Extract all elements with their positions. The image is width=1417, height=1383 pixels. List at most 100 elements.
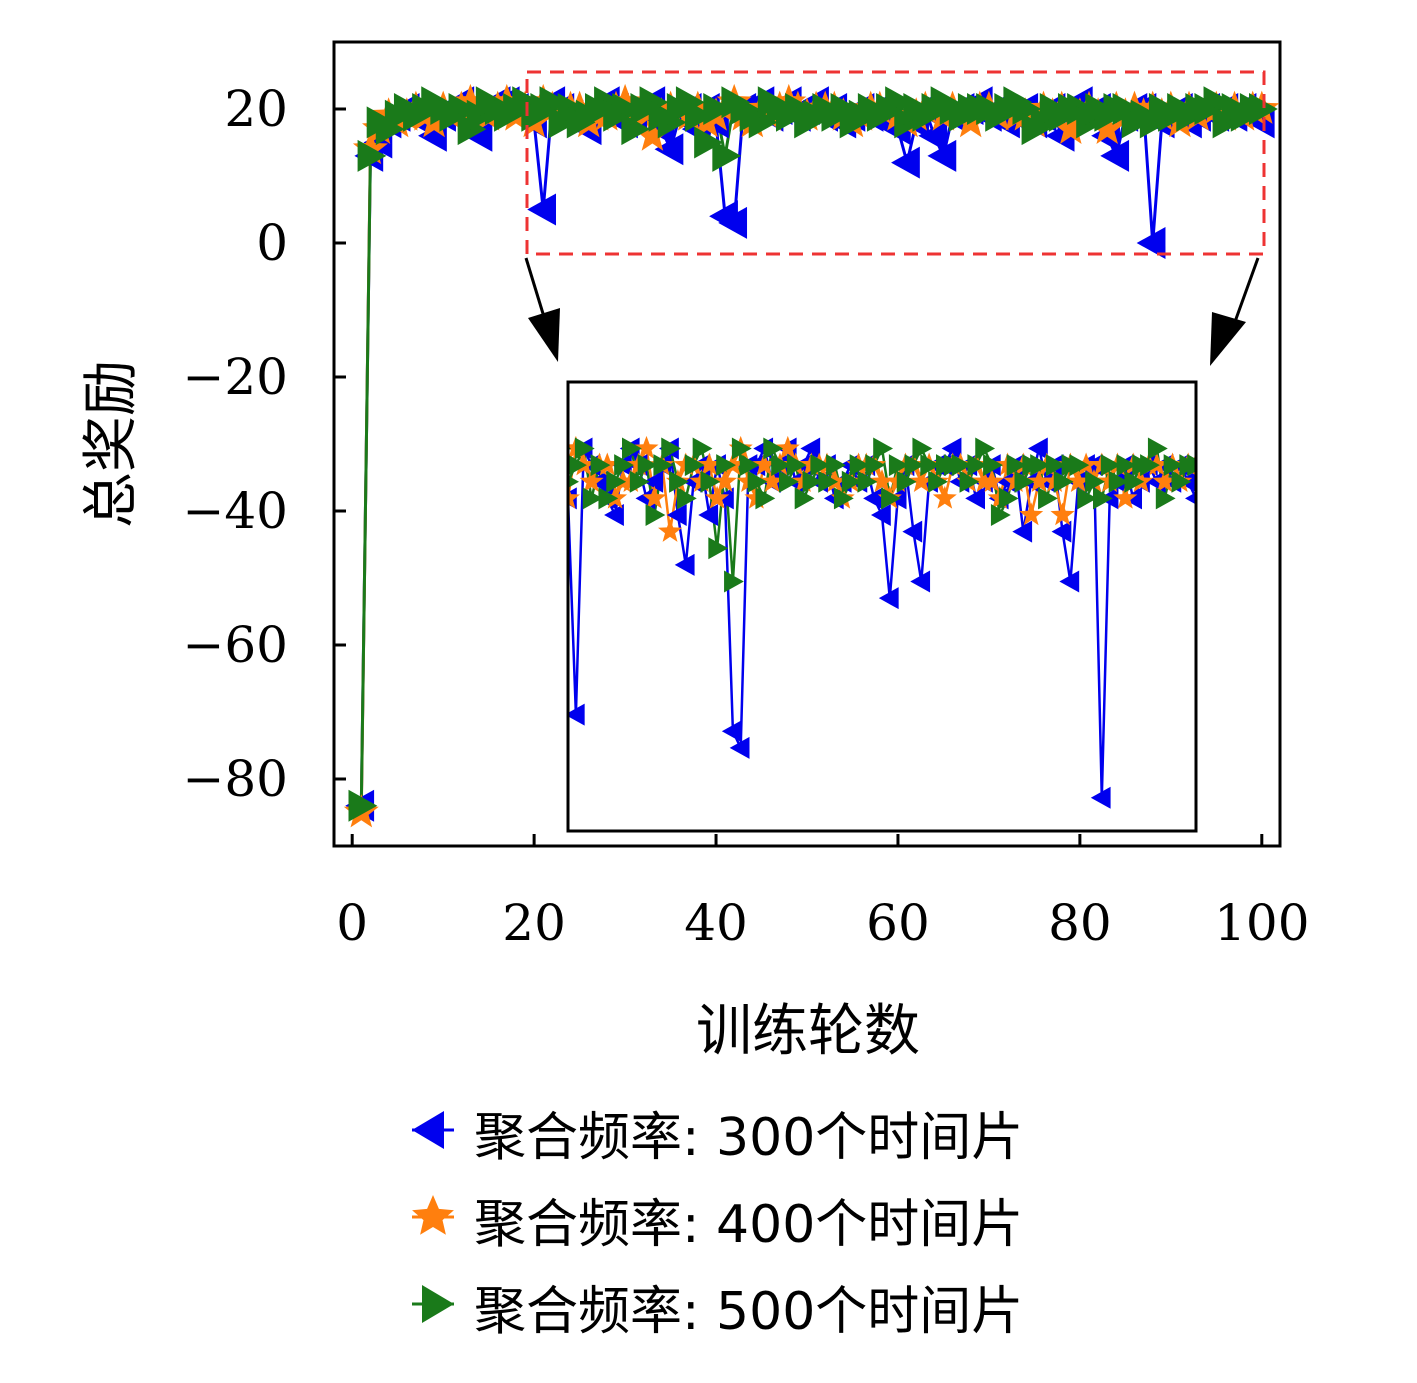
data-point bbox=[1100, 139, 1130, 172]
legend-label-500: 聚合频率: 500个时间片 bbox=[474, 1282, 1023, 1342]
inset-data-point bbox=[661, 437, 682, 460]
inset-data-point bbox=[568, 703, 585, 726]
inset-data-point bbox=[888, 454, 909, 477]
inset-data-point bbox=[645, 504, 666, 527]
inset-data-point bbox=[904, 454, 925, 477]
data-point bbox=[685, 99, 714, 132]
inset-data-point bbox=[775, 435, 800, 459]
data-point bbox=[1112, 93, 1142, 125]
inset-data-point bbox=[568, 470, 569, 493]
data-point bbox=[927, 139, 957, 172]
legend-label-300: 聚合频率: 300个时间片 bbox=[474, 1108, 1023, 1168]
inset-data-point bbox=[979, 469, 1004, 492]
data-point bbox=[448, 93, 478, 125]
inset-data-point bbox=[902, 520, 923, 543]
data-point bbox=[375, 113, 405, 146]
x-tick-label: 100 bbox=[1214, 894, 1309, 952]
inset-data-point bbox=[771, 454, 791, 477]
inset-data-point bbox=[928, 470, 948, 493]
inset-data-point bbox=[1163, 454, 1184, 477]
inset-data-point bbox=[967, 454, 988, 477]
inset-data-point bbox=[739, 454, 760, 477]
inset-data-point bbox=[697, 452, 722, 476]
data-point bbox=[748, 106, 778, 139]
data-point bbox=[703, 93, 733, 125]
inset-data-point bbox=[1100, 454, 1121, 477]
inset-data-point bbox=[642, 485, 667, 509]
inset-data-point bbox=[1019, 502, 1044, 526]
inset-data-point bbox=[674, 553, 695, 576]
data-point bbox=[891, 146, 920, 179]
data-point bbox=[1203, 86, 1233, 119]
y-axis-title: 总奖励 bbox=[79, 360, 144, 528]
inset-data-point bbox=[1171, 470, 1192, 493]
data-point bbox=[1089, 110, 1125, 144]
inset-data-point bbox=[752, 452, 777, 476]
inset-data-point bbox=[684, 454, 705, 477]
inset-data-point bbox=[863, 487, 883, 510]
data-point bbox=[785, 93, 814, 125]
inset-data-point bbox=[622, 437, 642, 460]
data-point bbox=[830, 93, 860, 125]
inset-data-point bbox=[1113, 485, 1138, 509]
data-point bbox=[712, 139, 742, 172]
inset-data-point bbox=[1059, 570, 1080, 593]
inset-data-point bbox=[932, 485, 957, 509]
data-point bbox=[548, 106, 578, 139]
inset-data-point bbox=[604, 504, 624, 527]
inset-data-point bbox=[653, 454, 674, 477]
legend-marker-star-icon bbox=[412, 1195, 454, 1235]
inset-data-point bbox=[810, 454, 831, 477]
inset-data-point bbox=[666, 504, 687, 527]
inset-data-point bbox=[1045, 454, 1066, 477]
zoom-region-box bbox=[525, 70, 1266, 256]
data-point bbox=[1212, 106, 1242, 139]
data-point bbox=[675, 86, 705, 119]
inset-data-point bbox=[1028, 437, 1048, 460]
inset-data-point bbox=[1053, 470, 1074, 493]
inset-data-point bbox=[1187, 454, 1196, 477]
data-point bbox=[639, 86, 669, 119]
inset-data-point bbox=[1050, 502, 1075, 526]
inset-data-point bbox=[975, 437, 996, 460]
inset-data-point bbox=[841, 470, 862, 493]
legend-marker-triangle-left-icon bbox=[412, 1111, 444, 1149]
main-series-group bbox=[343, 83, 1280, 828]
x-axis-title: 训练轮数 bbox=[696, 999, 920, 1064]
inset-data-point bbox=[802, 470, 823, 493]
y-tick-label: 0 bbox=[256, 214, 288, 272]
inset-data-point bbox=[755, 487, 776, 510]
inset-data-point bbox=[1147, 437, 1168, 460]
inset-data-point bbox=[794, 487, 815, 510]
inset-data-point bbox=[818, 470, 839, 493]
inset-data-point bbox=[1152, 469, 1177, 492]
inset-data-point bbox=[724, 570, 744, 593]
inset-data-point bbox=[909, 469, 934, 492]
inset-data-point bbox=[1093, 487, 1113, 510]
inset-data-point bbox=[779, 470, 799, 493]
inset-data-point bbox=[1085, 470, 1105, 493]
inset-data-point bbox=[700, 470, 721, 493]
data-point bbox=[657, 106, 687, 139]
inset-data-point bbox=[606, 470, 627, 493]
axis-tick-labels: 0 20 40 60 80 100 20 0 −20 −40 −60 −80 bbox=[182, 80, 1309, 952]
inset-data-point bbox=[1108, 470, 1129, 493]
data-point bbox=[1030, 106, 1060, 139]
inset-data-point bbox=[910, 570, 931, 593]
inset-data-point bbox=[669, 470, 689, 493]
inset-data-point bbox=[920, 454, 941, 477]
inset-data-point bbox=[1116, 454, 1137, 477]
y-tick-label: −20 bbox=[182, 348, 288, 406]
data-point bbox=[612, 93, 642, 125]
inset-data-point bbox=[965, 487, 985, 510]
data-point bbox=[621, 113, 651, 146]
inset-data-point bbox=[1066, 469, 1091, 492]
inset-frame bbox=[566, 380, 1198, 833]
inset-data-point bbox=[763, 437, 784, 460]
legend-marker-triangle-right-icon bbox=[422, 1285, 454, 1323]
legend: 聚合频率: 300个时间片 聚合频率: 400个时间片 聚合频率: 500个时间… bbox=[412, 1108, 1023, 1342]
y-tick-label: −40 bbox=[182, 482, 288, 540]
inset-data-point bbox=[713, 469, 737, 492]
data-point bbox=[463, 119, 493, 152]
